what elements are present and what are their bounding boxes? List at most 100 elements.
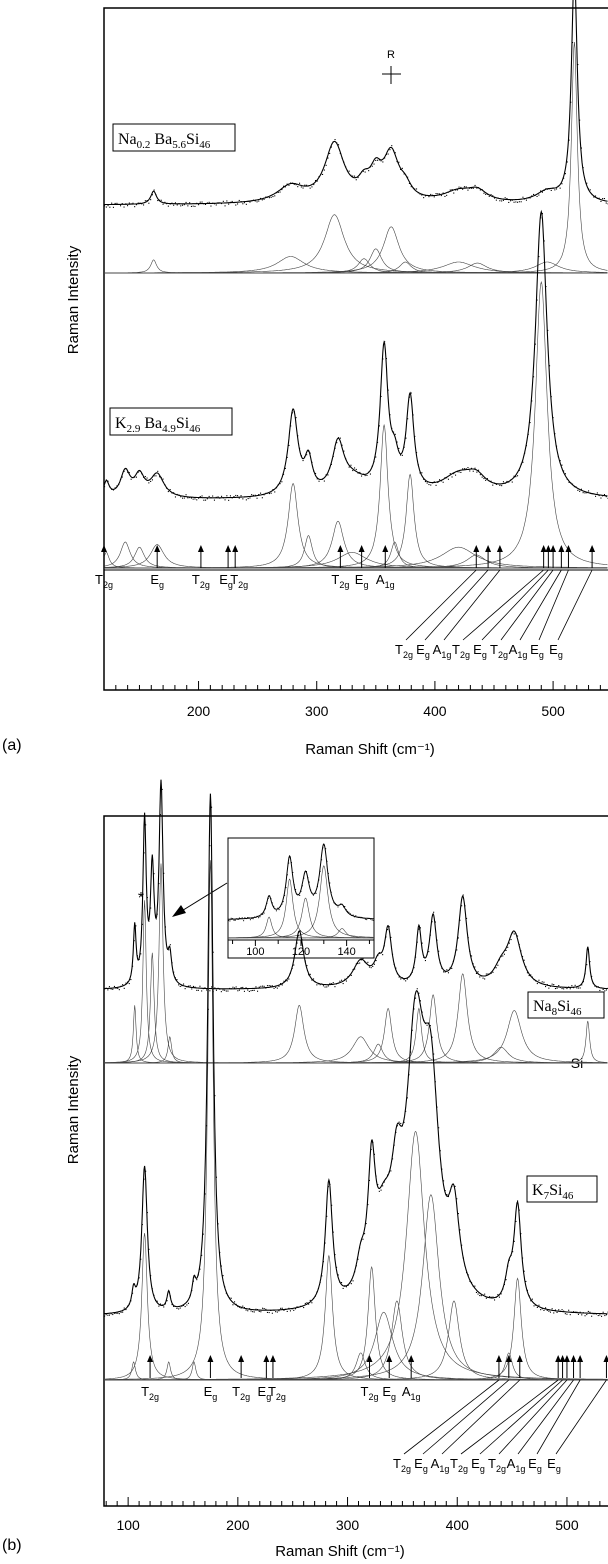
- data-point: [474, 966, 476, 968]
- inset-data-point: [300, 890, 302, 892]
- data-point: [497, 483, 499, 485]
- mode-arrowhead: [225, 545, 232, 552]
- data-point: [185, 494, 187, 496]
- data-point: [260, 1311, 262, 1313]
- data-point: [576, 1311, 578, 1313]
- data-point: [377, 1184, 379, 1186]
- data-point: [482, 977, 484, 979]
- data-point: [575, 486, 577, 488]
- data-point: [327, 157, 329, 159]
- data-point: [118, 203, 120, 205]
- data-point: [283, 473, 285, 475]
- data-point: [378, 159, 380, 161]
- inset-data-point: [363, 917, 365, 919]
- data-point: [212, 495, 214, 497]
- data-point: [179, 985, 181, 987]
- data-point: [308, 1303, 310, 1305]
- inset-data-point: [340, 903, 342, 905]
- data-point: [325, 164, 327, 166]
- data-point: [515, 1220, 517, 1222]
- data-point: [388, 926, 390, 928]
- data-point: [574, 984, 576, 986]
- data-point: [198, 204, 200, 206]
- data-point: [595, 195, 597, 197]
- data-point: [517, 935, 519, 937]
- data-point: [143, 852, 145, 854]
- data-point: [331, 1204, 333, 1206]
- data-point: [322, 478, 324, 480]
- data-point: [418, 992, 420, 994]
- mode-arrowhead: [154, 545, 161, 552]
- data-point: [268, 1312, 270, 1314]
- data-point: [212, 951, 214, 953]
- data-point: [377, 441, 379, 443]
- inset-tick-label: 100: [246, 946, 264, 958]
- data-point: [214, 987, 216, 989]
- sample-na-ba-sub2: 5.6: [172, 139, 186, 151]
- data-point: [118, 483, 120, 485]
- component-peak: [104, 483, 608, 569]
- data-point: [411, 1029, 413, 1031]
- data-point: [466, 917, 468, 919]
- data-point: [158, 1305, 160, 1307]
- data-point: [593, 196, 595, 198]
- data-point: [276, 987, 278, 989]
- data-point: [275, 1311, 277, 1313]
- data-point: [329, 982, 331, 984]
- data-point: [286, 1310, 288, 1312]
- data-point: [396, 161, 398, 163]
- inset-data-point: [238, 917, 240, 919]
- inset-tick-label: 140: [337, 946, 355, 958]
- data-point: [150, 1275, 152, 1277]
- data-point: [304, 184, 306, 186]
- data-point: [375, 456, 377, 458]
- data-point: [224, 499, 226, 501]
- inset-data-point: [327, 872, 329, 874]
- data-point: [123, 470, 125, 472]
- data-point: [237, 203, 239, 205]
- data-point: [497, 197, 499, 199]
- inset-data-point: [248, 917, 250, 919]
- mode-leader-line: [424, 569, 489, 641]
- mode-leader-line: [403, 1379, 500, 1455]
- data-point: [206, 1125, 208, 1127]
- data-point: [110, 1313, 112, 1315]
- data-point: [423, 478, 425, 480]
- sample-na8-sub1: 8: [552, 1006, 558, 1018]
- data-point: [201, 201, 203, 203]
- data-point: [240, 495, 242, 497]
- data-point: [364, 1233, 366, 1235]
- data-point: [582, 981, 584, 983]
- data-point: [549, 365, 551, 367]
- x-tick-label: 200: [226, 1517, 250, 1533]
- data-point: [401, 1125, 403, 1127]
- data-point: [394, 433, 396, 435]
- data-point: [482, 1294, 484, 1296]
- data-point: [494, 1299, 496, 1301]
- data-point: [364, 961, 366, 963]
- panel-a-frame: [103, 7, 608, 691]
- data-point: [507, 1265, 509, 1267]
- panel-b-frame: [103, 815, 608, 1507]
- data-point: [522, 956, 524, 958]
- data-point: [584, 179, 586, 181]
- data-point: [361, 171, 363, 173]
- data-point: [597, 986, 599, 988]
- data-point: [431, 1036, 433, 1038]
- data-point: [529, 197, 531, 199]
- data-point: [189, 985, 191, 987]
- data-point: [322, 173, 324, 175]
- panel-b-ylabel: Raman Intensity: [65, 1055, 82, 1164]
- data-point: [602, 495, 604, 497]
- data-point: [306, 965, 308, 967]
- data-point: [416, 452, 418, 454]
- data-point: [487, 973, 489, 975]
- data-point: [600, 497, 602, 499]
- data-point: [453, 192, 455, 194]
- data-point: [538, 1304, 540, 1306]
- data-point: [337, 982, 339, 984]
- sample-k-ba-sub3: 46: [189, 423, 201, 435]
- mode-arrowhead: [232, 545, 239, 552]
- mode-leader-line: [481, 569, 549, 641]
